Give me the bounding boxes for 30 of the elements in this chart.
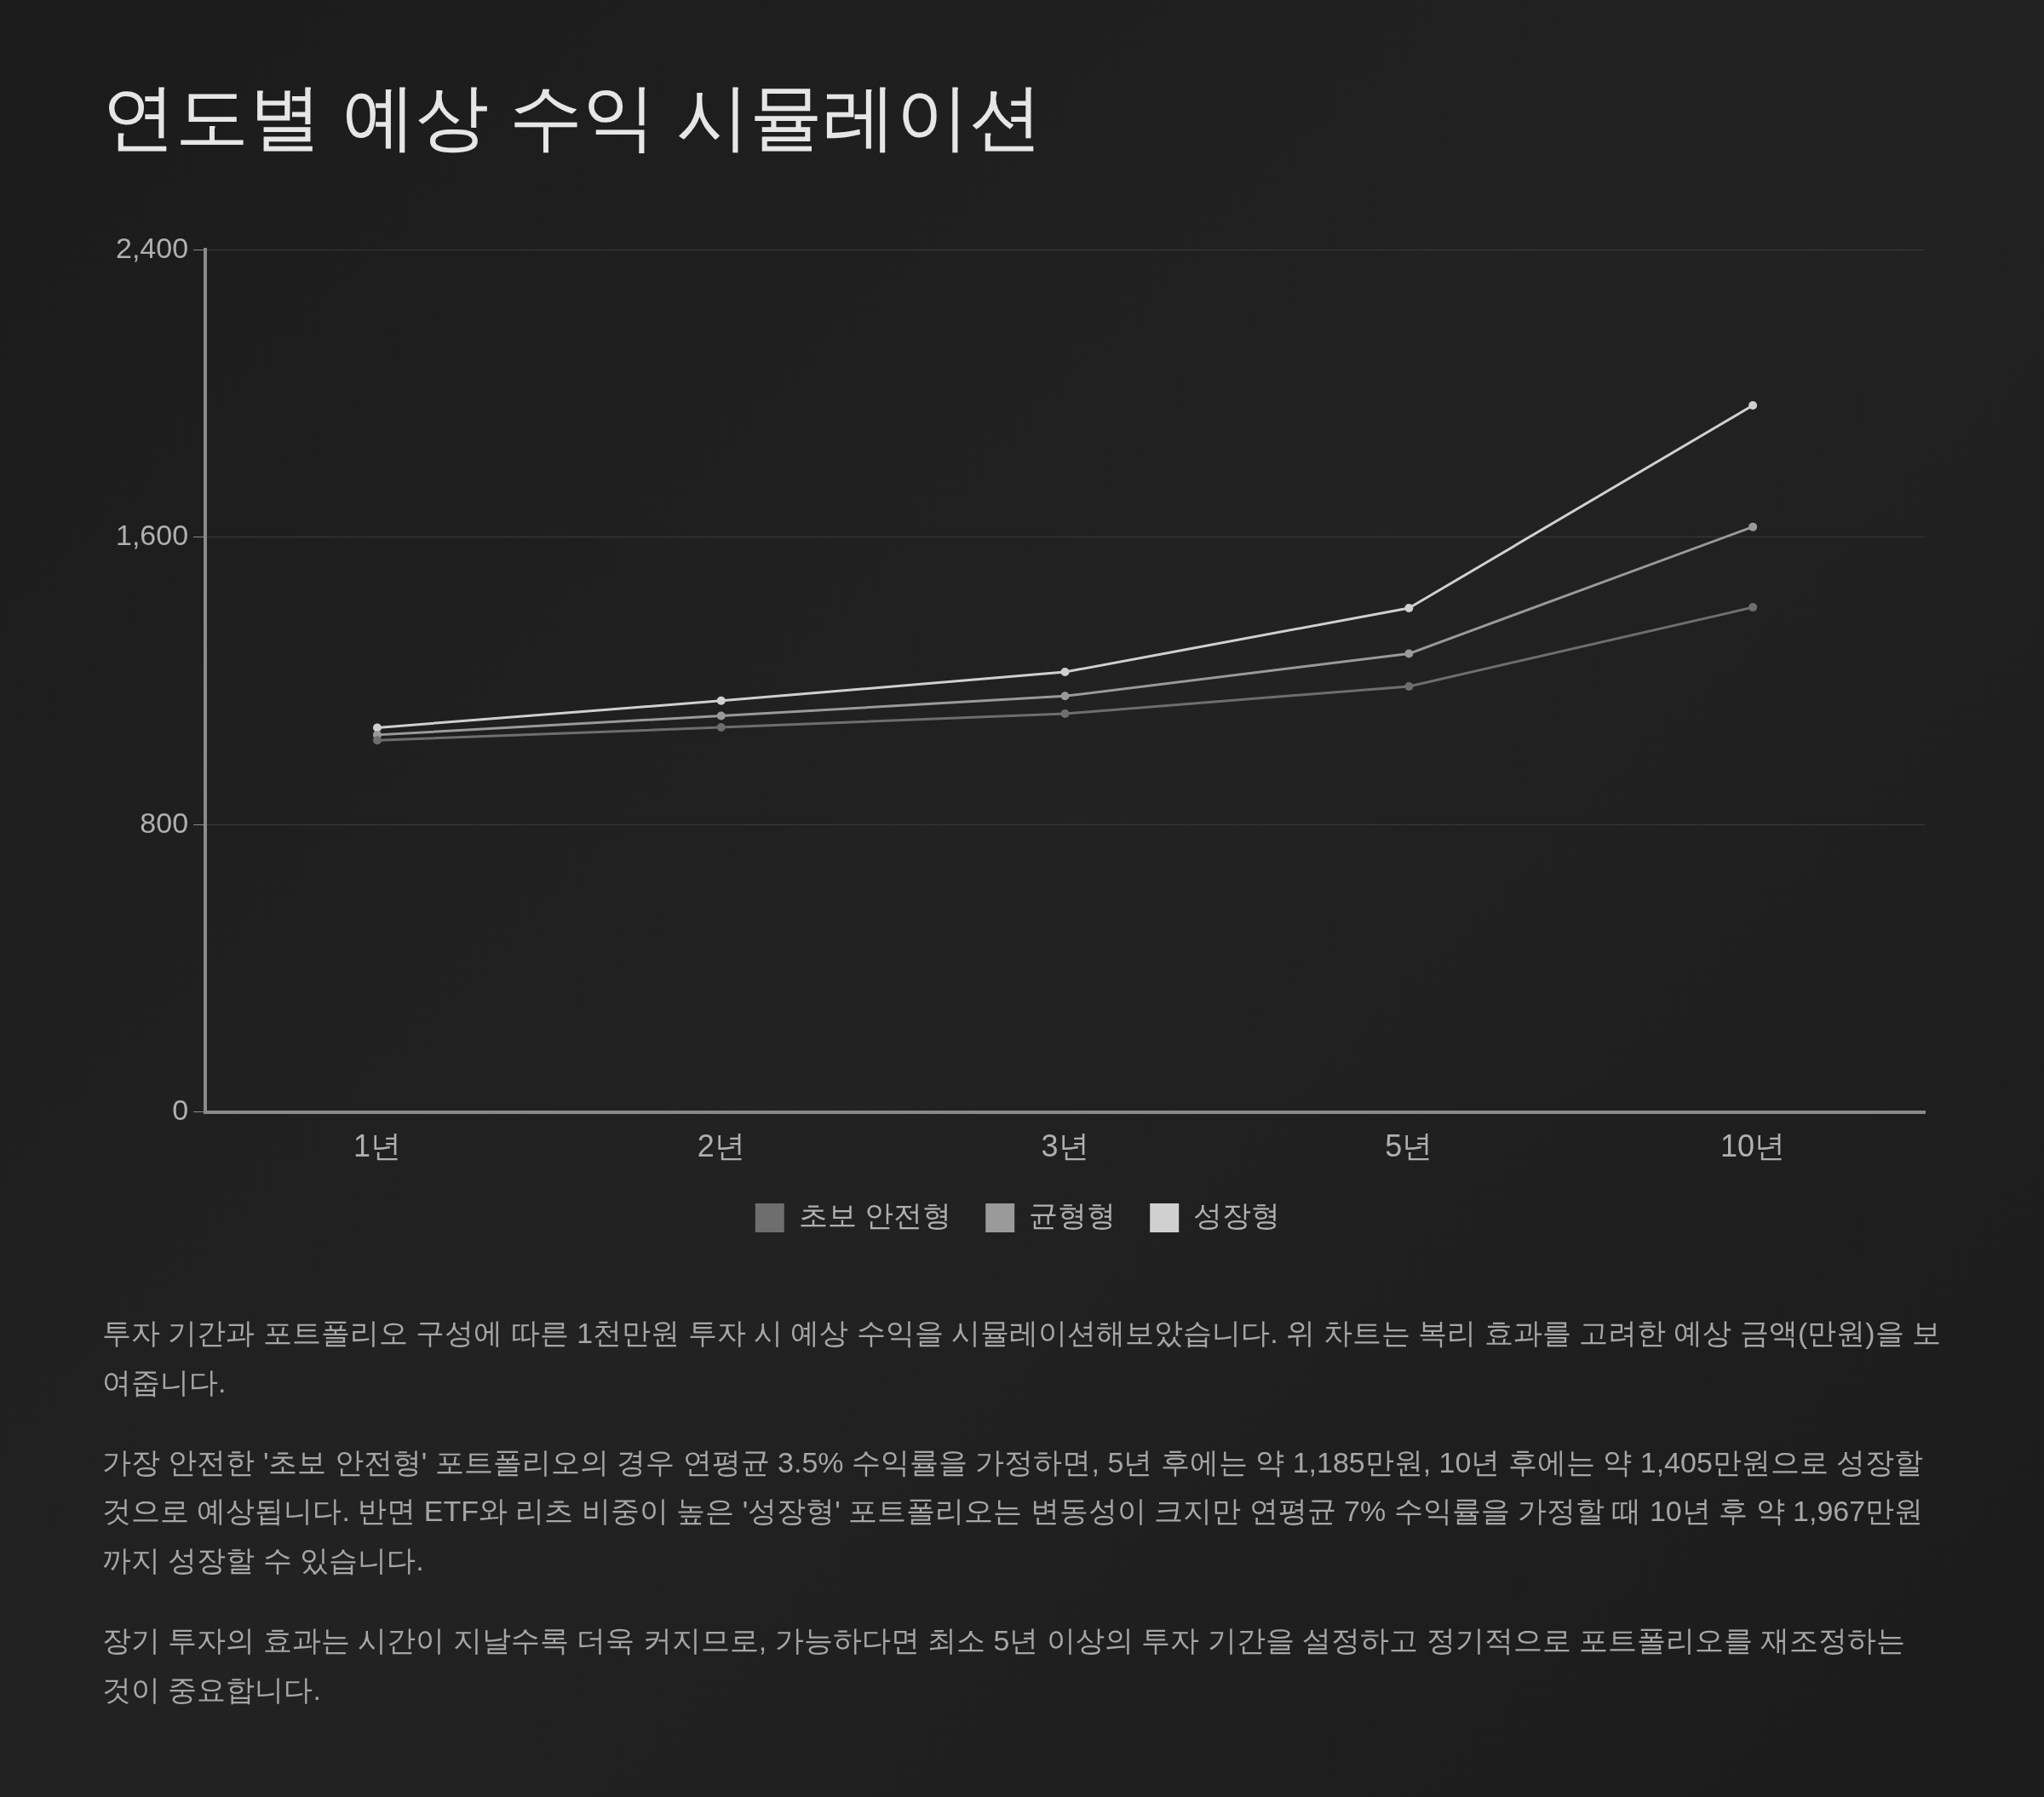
x-tick-label: 3년 [1041,1128,1089,1164]
point [1748,522,1758,531]
point [372,736,382,745]
y-tick-label: 0 [172,1094,189,1127]
y-tick-label: 2,400 [115,231,189,264]
legend-label: 초보 안전형 [798,1199,952,1232]
legend-label: 성장형 [1193,1199,1281,1232]
point [1060,668,1070,677]
point [1748,603,1758,612]
text: 장기 투자의 효과는 시간이 지날수록 더욱 커지므로, 가능하다면 최소 5년 이상의 투자 기간을 설정하고 정기적으로 포트폴리오를 재조정하는 것이 중요합니다. [102,1623,1907,1708]
point [1404,681,1414,691]
y-tick-label: 800 [140,806,189,839]
point [1060,709,1070,718]
chart-title: 연도별 예상 수익 시뮬레이션 [102,75,1043,159]
point [716,723,726,732]
legend-label: 균형형 [1029,1199,1117,1232]
point [716,711,726,721]
x-tick-label: 1년 [353,1128,401,1164]
point [1060,692,1070,701]
x-tick-label: 2년 [697,1128,745,1164]
point [1748,401,1758,410]
text: 투자 기간과 포트폴리오 구성에 따른 1천만원 투자 시 예상 수익을 시뮬레이션해보았습니다. 위 차트는 복리 효과를 고려한 예상 금액(만원)을 보여줍니다. [102,1316,1942,1400]
point [1404,649,1414,658]
point [716,696,726,705]
text: 가장 안전한 '초보 안전형' 포트폴리오의 경우 연평균 3.5% 수익률을 가정하면, 5년 후에는 약 1,185만원, 10년 후에는 약 1,405만원으로 성장할 것으로 예상됩니다. 반면 ETF와 리츠 비중이 높은 '성장형' 포트폴리오는 변동성이 크지만 연평균 7% 수익률을 가정할 때 10년 후 약 1,967만원까지 성장할 수 있습니다. [102,1444,1925,1579]
x-tick-label: 5년 [1385,1128,1433,1164]
y-tick-label: 1,600 [115,519,189,552]
point [1404,603,1414,612]
x-tick-label: 10년 [1720,1128,1786,1164]
point [372,723,382,732]
